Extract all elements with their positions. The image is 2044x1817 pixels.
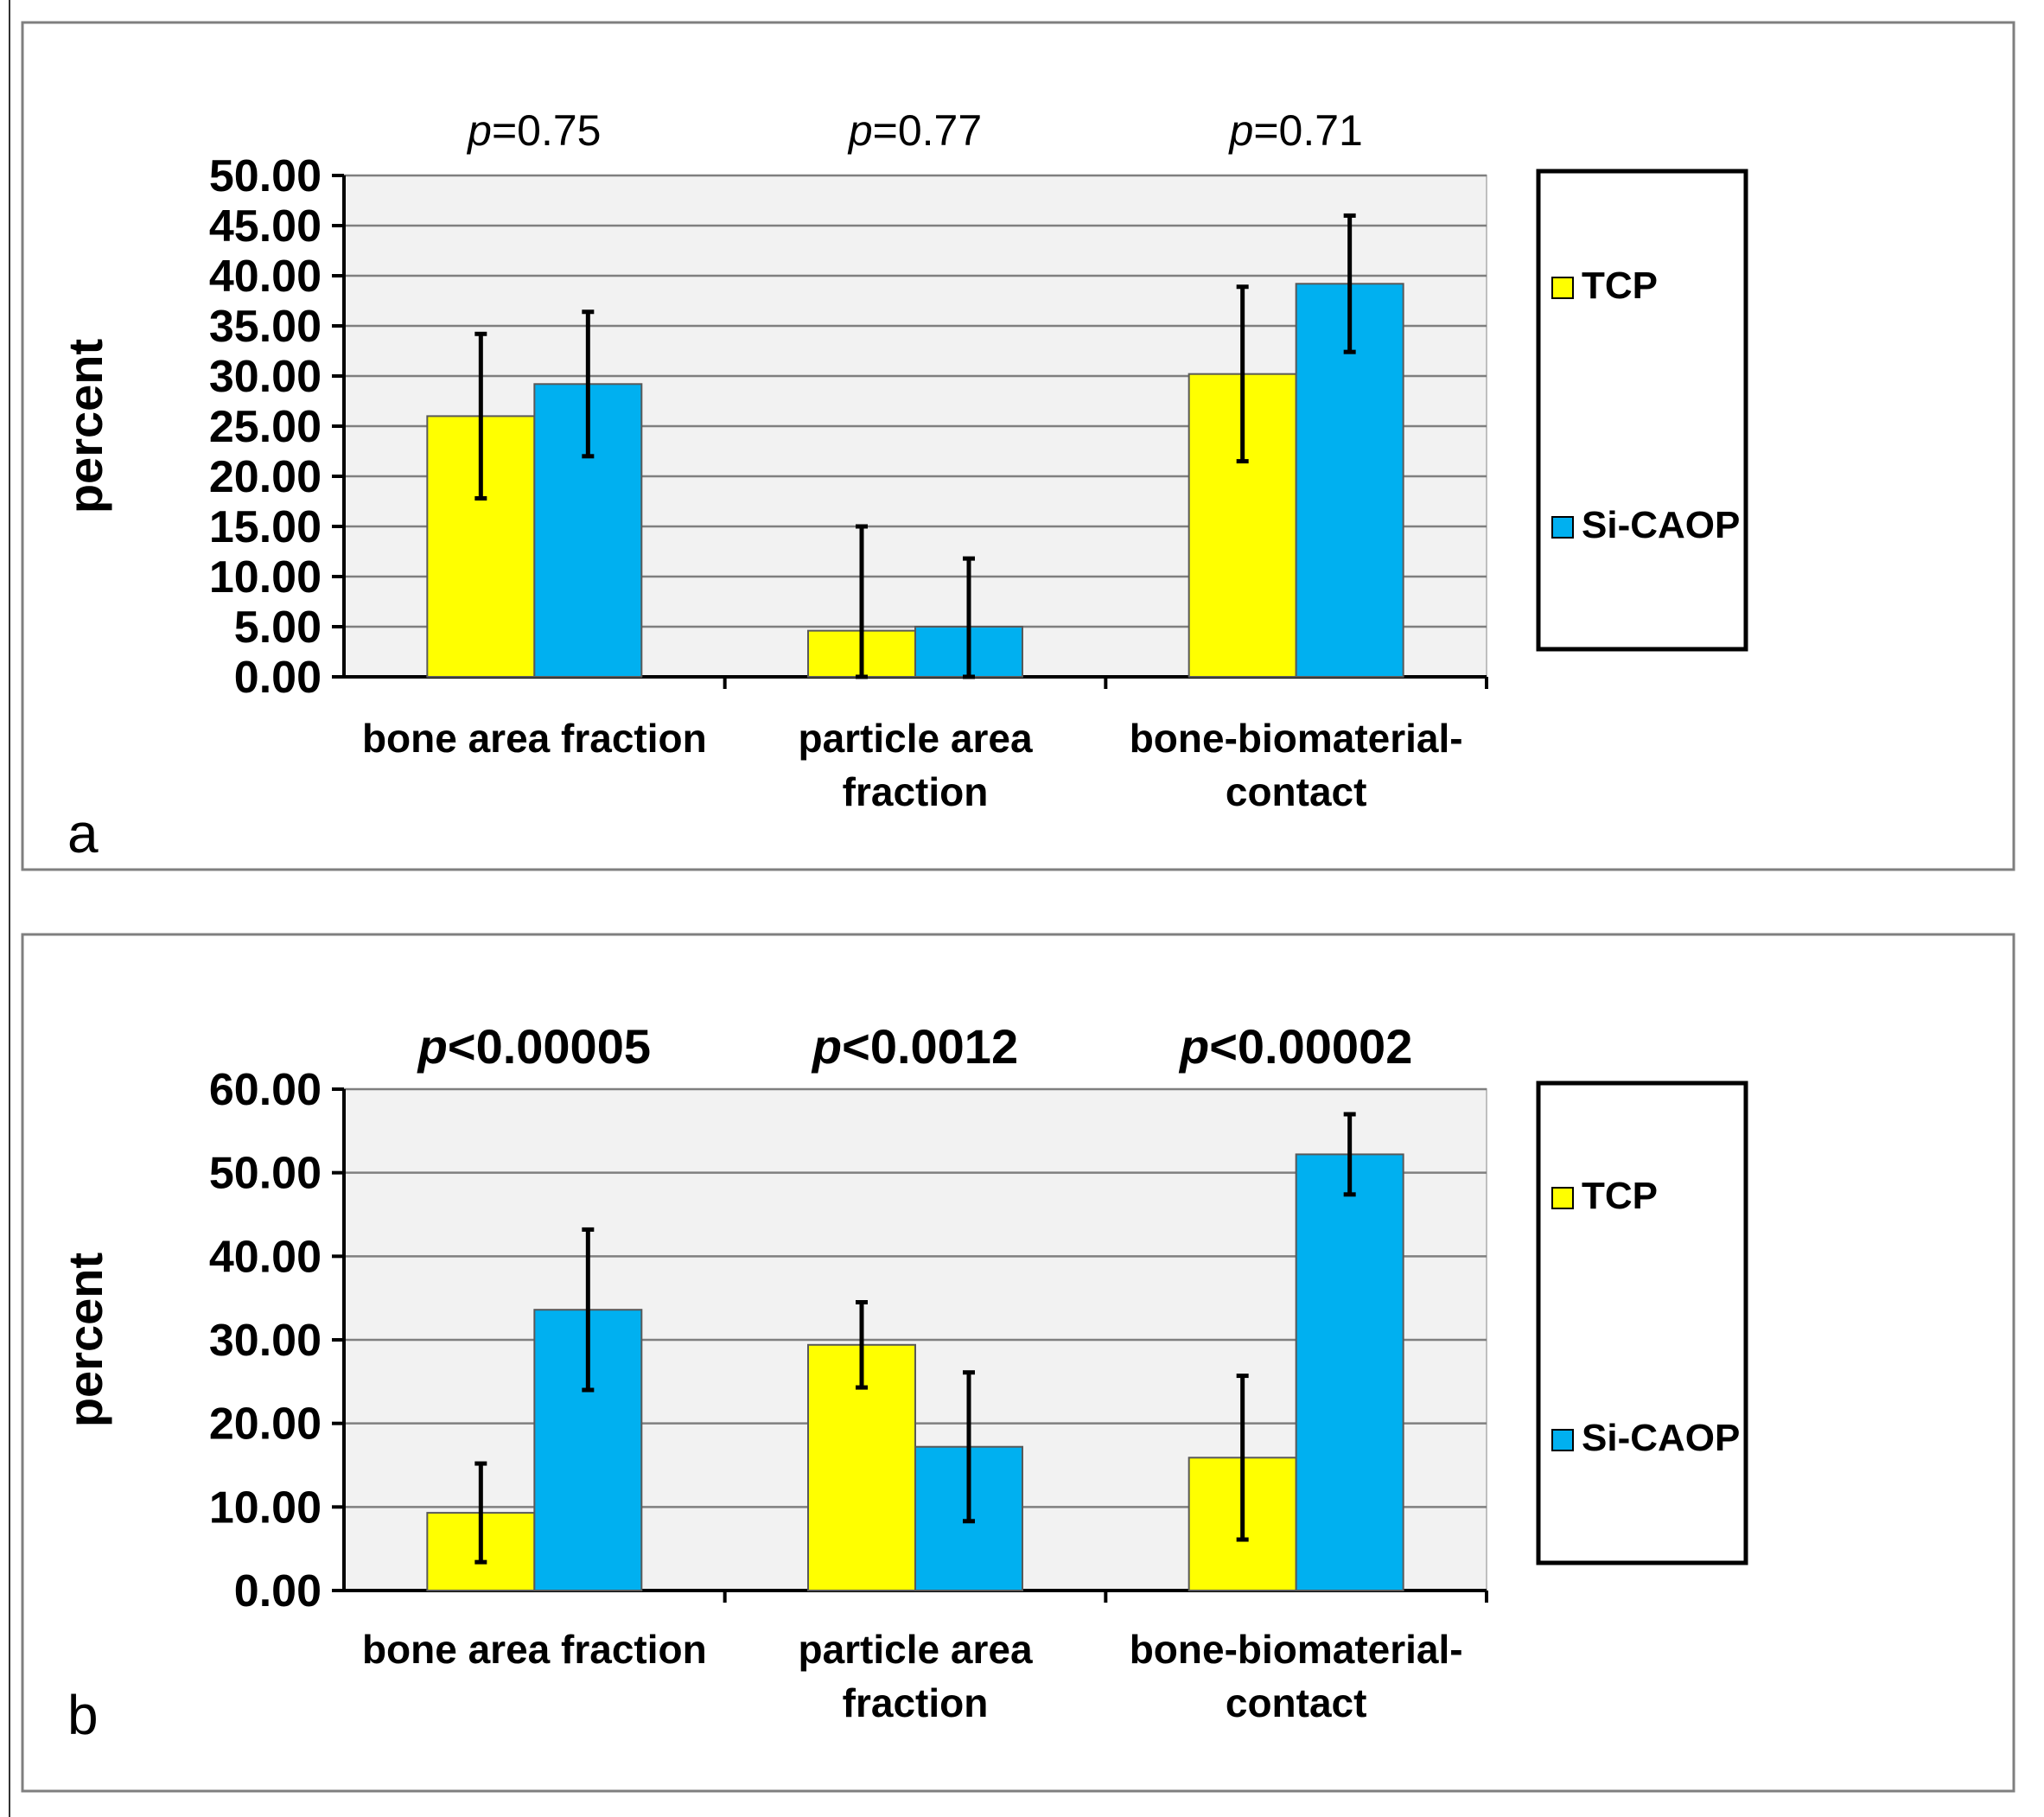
y-tick-label: 50.00 [209,1149,322,1199]
legend-swatch-si-caop [1551,516,1574,539]
y-tick-label: 30.00 [209,1316,322,1366]
y-tick-label: 30.00 [209,352,322,402]
legend-box [1536,169,1748,652]
category-label: bone-biomaterial- [1130,1627,1463,1672]
legend-label: Si-CAOP [1582,504,1740,546]
p-symbol: p [417,1019,448,1074]
y-tick-label: 45.00 [209,201,322,252]
p-symbol: p [466,106,492,155]
category-label: contact [1226,769,1367,814]
y-tick-label: 25.00 [209,402,322,452]
y-tick-label: 40.00 [209,1232,322,1282]
y-tick-label: 0.00 [234,1566,322,1616]
legend-box [1536,1081,1748,1565]
p-relation: =0.75 [492,106,602,155]
y-tick-label: 50.00 [209,151,322,201]
chart-panel-a: 0.005.0010.0015.0020.0025.0030.0035.0040… [21,21,2015,871]
p-value-annotation: p<0.00005 [417,1019,651,1074]
chart-panel-b: 0.00 10.00 20.00 30.00 40.00 50.00 60.00 percen… [21,933,2015,1793]
left-border-rule [9,0,10,1817]
y-tick-label: 0.00 [234,653,322,703]
y-axis-label: percent [58,339,112,513]
y-tick-label: 20.00 [209,452,322,502]
y-tick-label: 5.00 [234,602,322,653]
p-relation: <0.0012 [842,1019,1018,1074]
p-symbol: p [1228,106,1254,155]
category-label: contact [1226,1680,1367,1725]
y-tick-label: 20.00 [209,1399,322,1450]
category-label: particle area [798,716,1032,761]
y-tick-label: 10.00 [209,1482,322,1533]
panel-letter: b [67,1684,99,1746]
p-value-annotation: p=0.75 [466,106,601,155]
legend-label: TCP [1582,265,1658,307]
category-label: bone area fraction [362,716,707,761]
p-value-annotation: p<0.0012 [811,1019,1018,1074]
legend-label: TCP [1582,1175,1658,1217]
p-value-annotation: p<0.00002 [1178,1019,1412,1074]
category-label: bone area fraction [362,1627,707,1672]
p-value-annotation: p=0.71 [1228,106,1363,155]
legend-label: Si-CAOP [1582,1417,1740,1459]
p-value-annotation: p=0.77 [847,106,982,155]
p-relation: =0.77 [873,106,983,155]
legend-swatch-si-caop [1551,1429,1574,1451]
legend-swatch-tcp [1551,1187,1574,1209]
y-tick-label: 60.00 [209,1065,322,1115]
category-label: particle area [798,1627,1032,1672]
p-relation: =0.71 [1253,106,1363,155]
category-label: bone-biomaterial- [1130,716,1463,761]
category-label: fraction [843,1680,989,1725]
p-symbol: p [847,106,873,155]
y-tick-label: 40.00 [209,252,322,302]
p-relation: <0.00002 [1209,1019,1412,1074]
legend-swatch-tcp [1551,277,1574,299]
y-tick-label: 35.00 [209,302,322,352]
y-axis-label: percent [58,1253,112,1427]
p-symbol: p [811,1019,842,1074]
y-tick-label: 15.00 [209,502,322,552]
p-relation: <0.00005 [448,1019,651,1074]
panel-letter: a [67,802,99,864]
y-tick-label: 10.00 [209,552,322,602]
bar-si-caop [1295,1153,1404,1592]
category-label: fraction [843,769,989,814]
p-symbol: p [1178,1019,1209,1074]
